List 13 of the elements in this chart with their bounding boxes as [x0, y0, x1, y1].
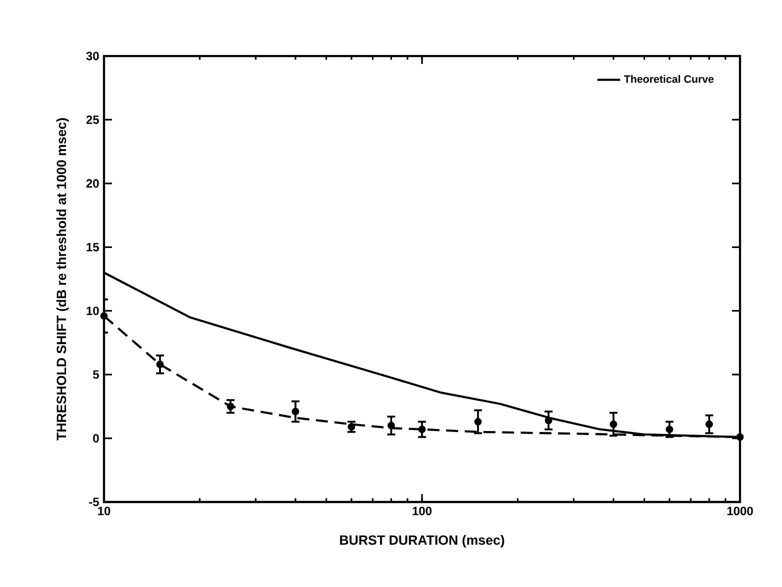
- y-tick-label: 20: [86, 179, 99, 188]
- x-tick-label: 100: [412, 506, 432, 516]
- y-tick-label: 25: [86, 115, 99, 124]
- y-tick-label: 10: [86, 306, 99, 316]
- y-tick-label: 5: [93, 370, 99, 379]
- y-tick-label: 0: [93, 434, 99, 443]
- y-tick-label: 30: [86, 52, 99, 60]
- y-axis-title: THRESHOLD SHIFT (dB re threshold at 1000 msec): [56, 118, 69, 440]
- y-tick-label: -5: [89, 498, 99, 506]
- y-tick-label: 15: [86, 242, 99, 252]
- x-tick-label: 1000: [727, 506, 753, 516]
- x-axis-title: BURST DURATION (msec): [340, 535, 504, 548]
- legend-label: Theoretical Curve: [624, 74, 714, 83]
